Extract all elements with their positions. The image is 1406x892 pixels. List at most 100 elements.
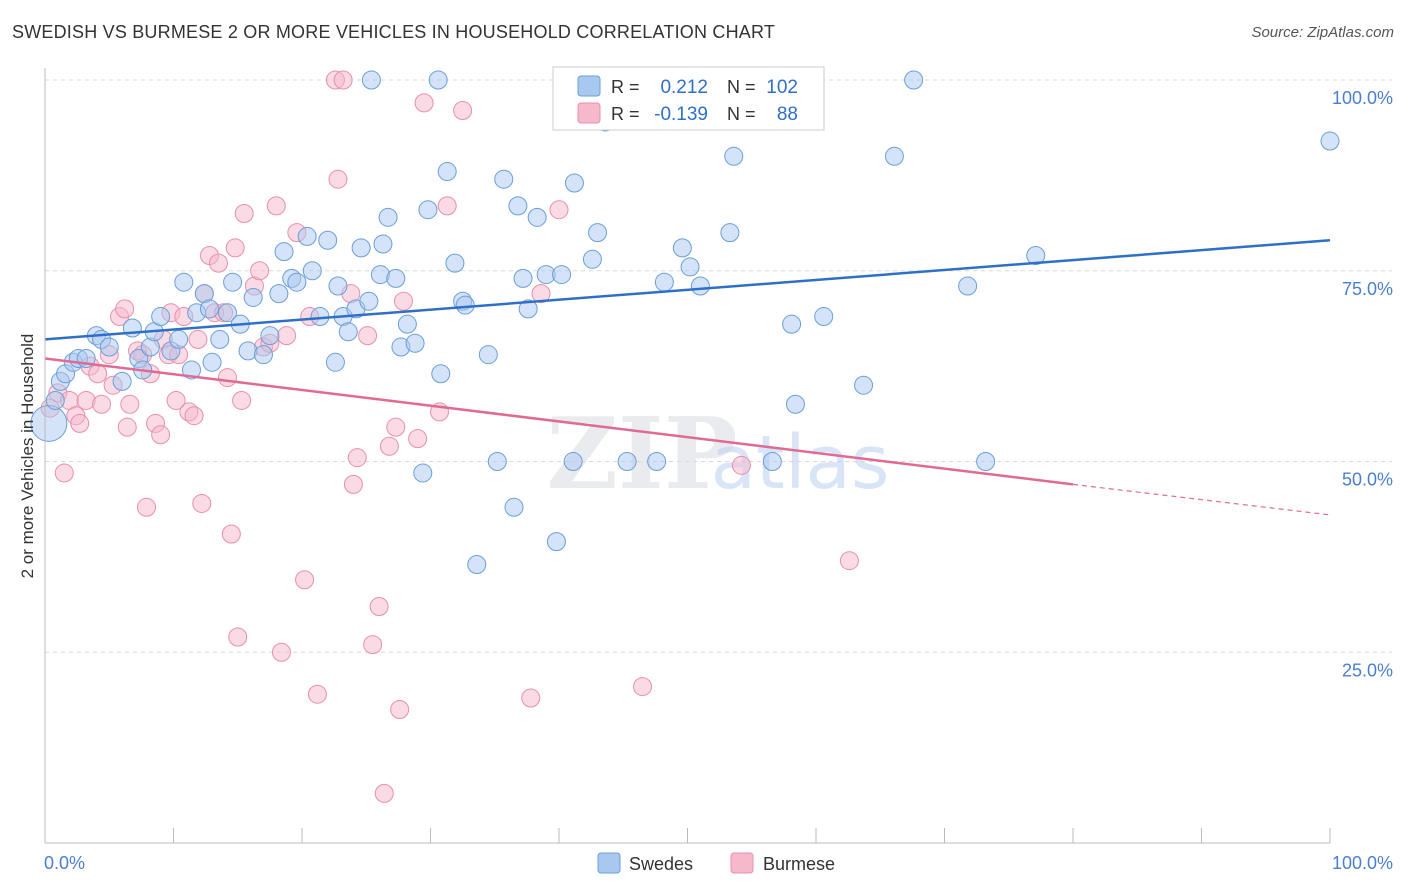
swedes-point bbox=[428, 70, 448, 90]
y-tick-label: 50.0% bbox=[1342, 470, 1393, 490]
swedes-point bbox=[437, 162, 457, 182]
swedes-point bbox=[260, 326, 280, 346]
burmese-point bbox=[192, 493, 212, 513]
swedes-point bbox=[582, 249, 602, 269]
swedes-point bbox=[413, 463, 433, 483]
burmese-point bbox=[266, 196, 286, 216]
swedes-n-value: 102 bbox=[766, 77, 798, 98]
axes bbox=[44, 68, 1331, 844]
burmese-point bbox=[228, 627, 248, 647]
bottom-legend: Swedes Burmese bbox=[597, 852, 835, 874]
swedes-r-value: 0.212 bbox=[660, 77, 708, 98]
swedes-point bbox=[169, 329, 189, 349]
swedes-point bbox=[552, 265, 572, 285]
burmese-point bbox=[343, 474, 363, 494]
stats-box: R = 0.212 N = 102 R = -0.139 N = 88 bbox=[552, 66, 825, 131]
swedes-point bbox=[958, 276, 978, 296]
burmese-n-value: 88 bbox=[777, 104, 798, 125]
swedes-point bbox=[782, 314, 802, 334]
swedes-point bbox=[361, 70, 381, 90]
swedes-trend-line bbox=[44, 238, 1331, 341]
burmese-point bbox=[70, 413, 90, 433]
swedes-point bbox=[513, 268, 533, 288]
swedes-point bbox=[397, 314, 417, 334]
burmese-point bbox=[408, 429, 428, 449]
burmese-point bbox=[379, 436, 399, 456]
swedes-point bbox=[373, 234, 393, 254]
swedes-point bbox=[720, 223, 740, 243]
burmese-point bbox=[394, 291, 414, 311]
burmese-r-label: R = bbox=[611, 104, 640, 124]
swedes-point bbox=[680, 257, 700, 277]
burmese-point bbox=[358, 326, 378, 346]
burmese-point bbox=[217, 368, 237, 388]
burmese-trend-line bbox=[44, 357, 1074, 486]
burmese-point bbox=[88, 364, 108, 384]
burmese-point bbox=[208, 253, 228, 273]
swedes-point bbox=[518, 299, 538, 319]
swedes-point bbox=[269, 284, 289, 304]
swedes-point bbox=[672, 238, 692, 258]
burmese-point bbox=[137, 497, 157, 517]
burmese-point bbox=[363, 635, 383, 655]
swedes-n-label: N = bbox=[727, 77, 756, 97]
burmese-point bbox=[369, 596, 389, 616]
burmese-point bbox=[221, 524, 241, 544]
legend-swatch-burmese bbox=[730, 852, 754, 874]
legend-label-swedes: Swedes bbox=[629, 854, 693, 874]
legend-label-burmese: Burmese bbox=[763, 854, 835, 874]
burmese-point bbox=[188, 329, 208, 349]
burmese-r-value: -0.139 bbox=[654, 104, 708, 125]
burmese-point bbox=[531, 284, 551, 304]
burmese-point bbox=[277, 326, 297, 346]
swedes-point bbox=[508, 196, 528, 216]
burmese-point bbox=[839, 551, 859, 571]
burmese-n-label: N = bbox=[727, 104, 756, 124]
burmese-point bbox=[633, 677, 653, 697]
swedes-point bbox=[202, 352, 222, 372]
burmese-point bbox=[347, 448, 367, 468]
swedes-point bbox=[467, 555, 487, 575]
swedes-point bbox=[588, 223, 608, 243]
swedes-point bbox=[217, 303, 237, 323]
swedes-point bbox=[405, 333, 425, 353]
trend-lines bbox=[44, 238, 1331, 516]
swedes-point bbox=[199, 299, 219, 319]
source-label: Source: ZipAtlas.com bbox=[1251, 24, 1394, 41]
swedes-point bbox=[174, 272, 194, 292]
swedes-point bbox=[253, 345, 273, 365]
swedes-point bbox=[487, 452, 507, 471]
watermark: ZIP atlas bbox=[546, 397, 889, 512]
y-axis-label: 2 or more Vehicles in Household bbox=[18, 334, 37, 579]
burmese-point bbox=[92, 394, 112, 414]
swedes-point bbox=[504, 497, 524, 517]
swedes-point bbox=[762, 452, 782, 471]
burmese-point bbox=[328, 169, 348, 189]
swedes-point bbox=[445, 253, 465, 273]
swedes-point bbox=[814, 307, 834, 327]
swedes-point bbox=[243, 287, 263, 307]
swedes-point bbox=[690, 276, 710, 296]
burmese-point bbox=[117, 417, 137, 437]
swedes-point bbox=[359, 291, 379, 311]
swedes-points bbox=[30, 70, 1340, 575]
burmese-point bbox=[250, 261, 270, 281]
swedes-point bbox=[351, 238, 371, 258]
x-tick-label-max: 100.0% bbox=[1332, 853, 1393, 873]
swedes-point bbox=[884, 146, 904, 166]
burmese-point bbox=[115, 299, 135, 319]
burmese-point bbox=[307, 684, 327, 704]
burmese-point bbox=[295, 570, 315, 590]
burmese-point bbox=[414, 93, 434, 113]
swedes-point bbox=[274, 242, 294, 262]
burmese-swatch bbox=[577, 102, 601, 124]
burmese-point bbox=[453, 101, 473, 121]
swedes-point bbox=[325, 352, 345, 372]
swedes-point bbox=[1026, 245, 1046, 265]
y-tick-label: 75.0% bbox=[1342, 279, 1393, 299]
burmese-point bbox=[374, 783, 394, 803]
swedes-point bbox=[647, 452, 667, 471]
grid-layer: 25.0% 50.0% 75.0% 100.0% bbox=[45, 79, 1393, 680]
swedes-point bbox=[455, 295, 475, 315]
